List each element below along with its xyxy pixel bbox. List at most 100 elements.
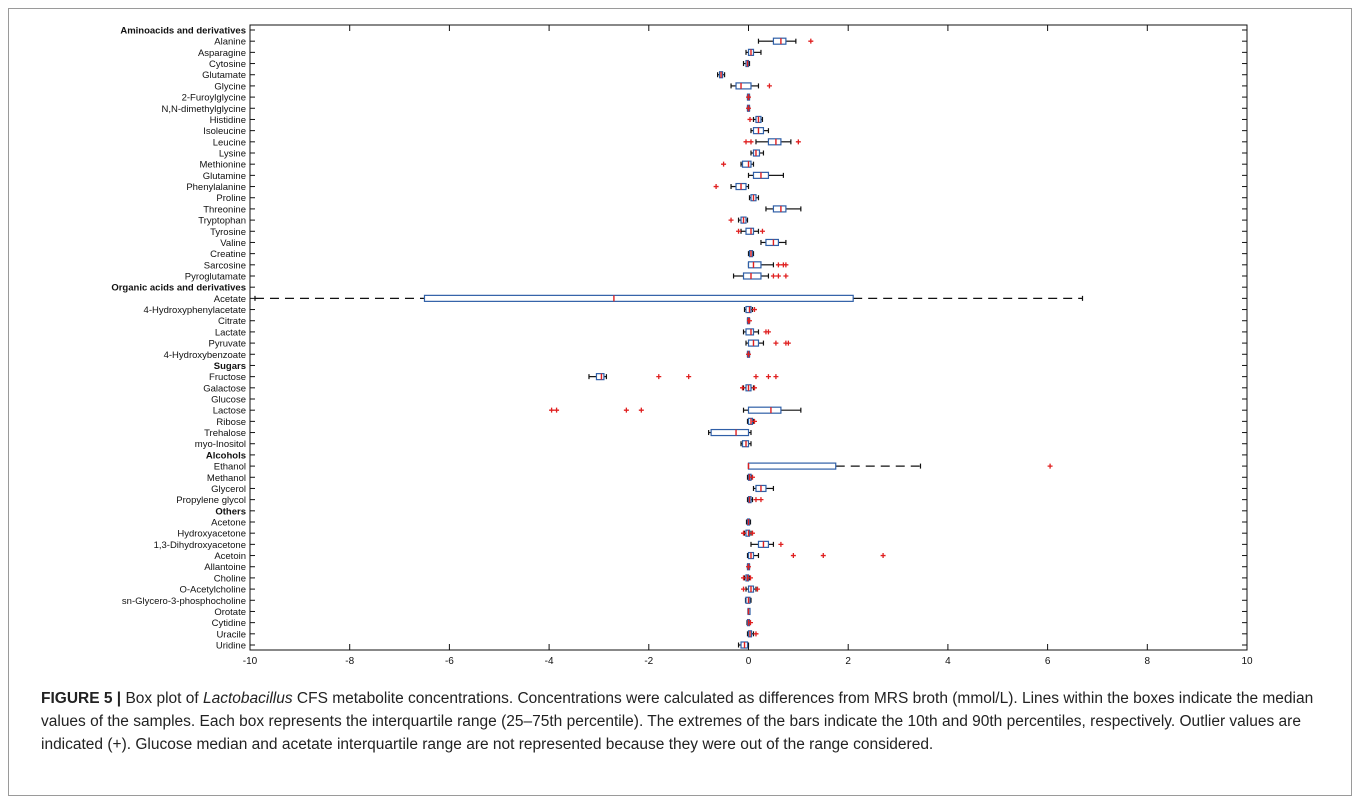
- outlier-marker: [638, 407, 644, 413]
- category-label: Methionine: [200, 160, 246, 171]
- x-tick-label: -6: [445, 656, 454, 667]
- x-tick-label: -10: [243, 656, 258, 667]
- category-label: Proline: [216, 193, 246, 204]
- figure-frame: -10 -8 -6 -4 -2 0 2 4 6 8 10 Aminoacids and derivat…: [8, 8, 1352, 796]
- outlier-marker: [656, 374, 662, 380]
- outlier-marker: [746, 94, 751, 100]
- iqr-box: [747, 406, 782, 414]
- category-label: Citrate: [218, 316, 246, 327]
- outlier-marker: [753, 497, 759, 503]
- category-label: Sarcosine: [204, 260, 246, 271]
- outlier-marker: [770, 273, 776, 279]
- outlier-marker: [759, 228, 765, 234]
- outlier-marker: [746, 351, 751, 357]
- iqr-box: [423, 294, 854, 302]
- category-label: Glutamate: [202, 70, 246, 81]
- outlier-marker: [747, 575, 753, 581]
- outlier-marker: [554, 407, 560, 413]
- outlier-marker: [753, 374, 759, 380]
- group-label: Aminoacids and derivatives: [120, 26, 246, 37]
- outlier-marker: [783, 262, 789, 268]
- outlier-marker: [790, 553, 796, 559]
- x-tick-label: -4: [545, 656, 554, 667]
- iqr-box: [772, 37, 787, 45]
- iqr-box: [745, 227, 755, 235]
- outlier-marker: [746, 564, 751, 570]
- category-label: 4-Hydroxyphenylacetate: [144, 305, 246, 316]
- iqr-box: [710, 428, 750, 437]
- outlier-marker: [749, 530, 755, 536]
- category-label: myo-Inositol: [195, 439, 246, 450]
- outlier-marker: [785, 340, 791, 346]
- category-label: N,N-dimethylglycine: [162, 104, 246, 115]
- outlier-marker: [773, 340, 779, 346]
- figure-caption: FIGURE 5 | Box plot of Lactobacillus CFS…: [41, 687, 1341, 756]
- category-label: Phenylalanine: [186, 182, 246, 193]
- outlier-marker: [820, 553, 826, 559]
- iqr-box: [745, 305, 752, 314]
- category-label: Ribose: [216, 417, 246, 428]
- iqr-box: [742, 272, 762, 280]
- category-label: Alanine: [214, 37, 246, 48]
- category-label: O-Acetylcholine: [179, 585, 246, 596]
- outlier-marker: [795, 139, 801, 145]
- outlier-marker: [765, 329, 771, 335]
- category-label: Cytidine: [212, 618, 246, 629]
- category-label: 1,3-Dihydroxyacetone: [154, 540, 246, 551]
- x-tick-label: 6: [1045, 656, 1051, 667]
- x-tick-label: -2: [644, 656, 653, 667]
- group-label: Sugars: [214, 361, 246, 372]
- category-label: Asparagine: [198, 48, 246, 59]
- category-label: Cytosine: [209, 59, 246, 70]
- category-label: 4-Hydroxybenzoate: [164, 350, 246, 361]
- category-label: Leucine: [213, 137, 246, 148]
- outlier-marker: [783, 273, 789, 279]
- outlier-marker: [686, 374, 692, 380]
- x-tick-label: 8: [1145, 656, 1151, 667]
- x-tick-label: -8: [345, 656, 354, 667]
- category-label: Glucose: [211, 395, 246, 406]
- category-label: Acetoin: [214, 551, 246, 562]
- category-label: Acetate: [214, 294, 246, 305]
- category-label: Tyrosine: [210, 227, 246, 238]
- iqr-box: [767, 138, 782, 146]
- category-label: 2-Furoylglycine: [182, 93, 246, 104]
- caption-italic-term: Lactobacillus: [203, 690, 293, 707]
- outlier-marker: [743, 139, 749, 145]
- group-label: Organic acids and derivatives: [111, 283, 246, 294]
- category-label: Histidine: [210, 115, 246, 126]
- outlier-marker: [549, 407, 555, 413]
- outlier-marker: [775, 273, 781, 279]
- iqr-box: [765, 238, 780, 247]
- outlier-marker: [754, 586, 760, 592]
- outlier-marker: [775, 262, 781, 268]
- iqr-box: [747, 261, 762, 269]
- outlier-marker: [751, 307, 757, 313]
- box-plot-chart: -10 -8 -6 -4 -2 0 2 4 6 8 10 Aminoacids and derivat…: [111, 24, 1253, 667]
- outlier-marker: [751, 385, 757, 391]
- category-label: Trehalose: [204, 428, 246, 439]
- category-label: Pyruvate: [209, 339, 247, 350]
- group-label: Others: [215, 506, 246, 517]
- category-label: Lactose: [213, 406, 246, 417]
- category-label: Hydroxyacetone: [177, 529, 246, 540]
- outlier-marker: [766, 83, 772, 89]
- figure-label: FIGURE 5 |: [41, 690, 122, 707]
- outlier-marker: [778, 541, 784, 547]
- category-label: Lysine: [219, 149, 246, 160]
- outlier-marker: [721, 161, 727, 167]
- outlier-marker: [746, 105, 751, 111]
- outlier-marker: [748, 139, 754, 145]
- iqr-box: [595, 373, 605, 381]
- category-label: Isoleucine: [203, 126, 246, 137]
- outlier-marker: [773, 374, 779, 380]
- category-label: Acetone: [211, 518, 246, 529]
- category-label: Valine: [220, 238, 246, 249]
- category-label: Uracile: [216, 629, 246, 640]
- iqr-box: [747, 462, 837, 470]
- iqr-box: [735, 82, 752, 90]
- outlier-marker: [808, 38, 814, 44]
- category-label: Tryptophan: [198, 216, 246, 227]
- caption-text-start: Box plot of: [121, 690, 203, 707]
- outlier-marker: [747, 620, 753, 626]
